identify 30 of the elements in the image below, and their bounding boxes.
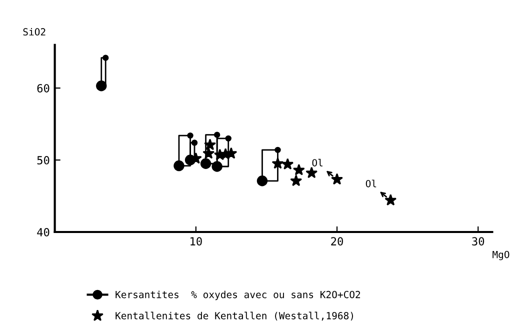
y-tick-label: 60 [37,84,50,92]
point [306,166,318,178]
point [256,176,268,186]
point [274,146,281,154]
x-axis-title: MgO [492,250,510,260]
point [187,132,194,139]
point [200,158,212,169]
x-tick-label: 30 [472,237,484,246]
annotation: Ol [312,158,322,166]
point [214,132,220,138]
x-tick-label: 10 [190,237,202,246]
point [384,194,397,206]
point [96,80,107,92]
point [212,161,222,172]
point [290,174,302,186]
point [102,54,109,61]
point [174,160,184,172]
y-axis-title: SiO2 [23,28,46,36]
legend-label: Kentallenites de Kentallen (Westall,1968) [116,312,353,321]
point [282,158,294,170]
legend-label: Kersantites % oxydes avec ou sans K2O+CO2 [116,290,360,300]
point [331,173,343,185]
y-tick-label: 50 [37,156,50,164]
point [272,157,284,169]
x-tick-label: 20 [331,237,343,246]
annotation: Ol [366,180,376,188]
y-tick-label: 40 [37,228,50,236]
point [191,140,198,146]
point [225,135,232,142]
point [292,164,305,176]
